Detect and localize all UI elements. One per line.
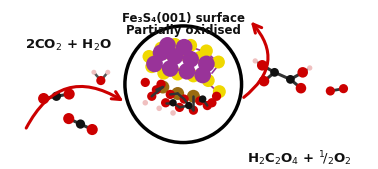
Circle shape [339, 84, 348, 93]
Circle shape [145, 60, 158, 73]
Circle shape [159, 37, 176, 54]
Circle shape [176, 39, 192, 56]
Circle shape [257, 60, 268, 71]
Circle shape [52, 92, 61, 101]
Text: 2CO$_2$ + H$_2$O: 2CO$_2$ + H$_2$O [25, 38, 112, 53]
Circle shape [169, 99, 177, 106]
Circle shape [307, 65, 312, 71]
Circle shape [141, 78, 150, 87]
Circle shape [167, 48, 183, 65]
Circle shape [297, 67, 308, 78]
Text: H$_2$C$_2$O$_4$ + $^1\!/_2$O$_2$: H$_2$C$_2$O$_4$ + $^1\!/_2$O$_2$ [247, 149, 352, 168]
Circle shape [194, 51, 206, 64]
Circle shape [125, 26, 242, 143]
Circle shape [156, 81, 169, 93]
Circle shape [259, 76, 269, 86]
Circle shape [203, 101, 212, 110]
Circle shape [207, 98, 217, 107]
Circle shape [146, 56, 163, 72]
Circle shape [185, 102, 192, 109]
Circle shape [175, 103, 184, 112]
Circle shape [157, 67, 170, 80]
Circle shape [212, 92, 221, 101]
Circle shape [156, 80, 166, 89]
Circle shape [202, 74, 215, 87]
Circle shape [270, 68, 279, 77]
Circle shape [76, 119, 85, 129]
Circle shape [153, 44, 169, 61]
Circle shape [143, 100, 148, 106]
Circle shape [91, 70, 96, 75]
Circle shape [87, 124, 98, 135]
Circle shape [195, 96, 204, 106]
Circle shape [184, 39, 197, 52]
Circle shape [143, 50, 155, 63]
Circle shape [64, 89, 75, 100]
Circle shape [170, 110, 176, 116]
Circle shape [198, 56, 215, 72]
Circle shape [194, 67, 211, 83]
Circle shape [162, 60, 178, 77]
Text: Partially oxidised: Partially oxidised [126, 24, 241, 37]
Circle shape [105, 70, 110, 75]
Circle shape [182, 51, 199, 68]
Circle shape [326, 86, 335, 95]
Circle shape [171, 68, 184, 81]
Circle shape [180, 94, 189, 104]
Circle shape [169, 38, 181, 51]
Circle shape [171, 87, 184, 100]
Circle shape [212, 56, 225, 68]
Circle shape [147, 92, 156, 101]
Circle shape [189, 106, 198, 115]
Circle shape [213, 85, 226, 98]
Circle shape [161, 98, 170, 107]
Circle shape [187, 90, 200, 103]
Circle shape [178, 48, 191, 61]
Circle shape [200, 44, 213, 57]
Circle shape [63, 113, 74, 124]
Circle shape [166, 90, 175, 99]
Circle shape [96, 76, 105, 85]
Circle shape [187, 69, 200, 82]
Circle shape [155, 42, 167, 55]
Circle shape [152, 85, 161, 94]
Circle shape [156, 106, 162, 111]
Circle shape [253, 58, 258, 64]
Circle shape [199, 95, 206, 103]
Circle shape [296, 83, 306, 93]
Circle shape [286, 75, 295, 84]
Circle shape [38, 93, 49, 104]
Text: Fe₃S₄(001) surface: Fe₃S₄(001) surface [122, 12, 245, 25]
Circle shape [178, 63, 195, 80]
Circle shape [161, 46, 174, 59]
